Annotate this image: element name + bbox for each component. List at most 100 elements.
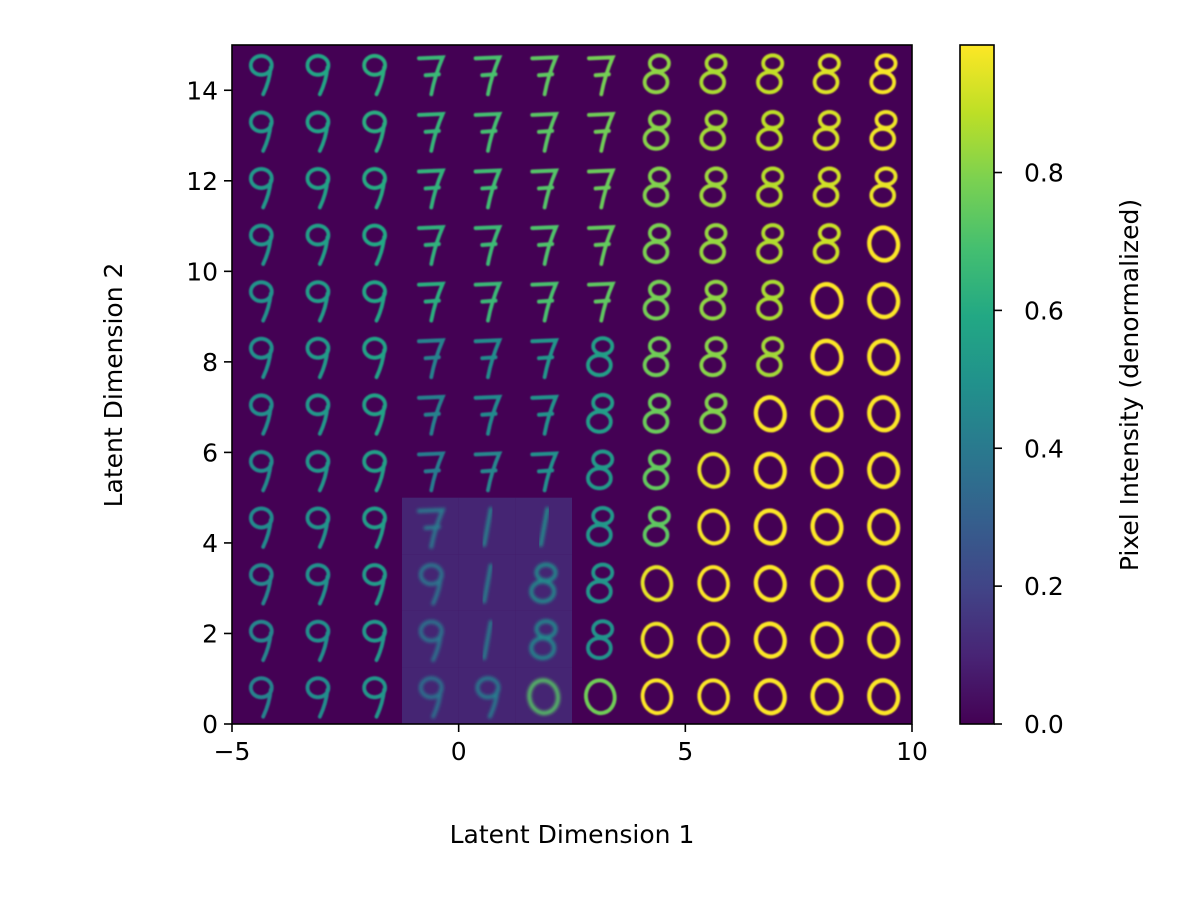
plot-frame: [231, 44, 913, 725]
digit-cell: [305, 280, 331, 323]
x-axis-ticks: −5 0 5 10: [214, 724, 928, 766]
digit-cell: [362, 563, 387, 606]
digit-cell: [530, 338, 560, 380]
digit-cell: [530, 394, 560, 436]
digit-cell: [305, 336, 331, 380]
digit-cell: [640, 565, 674, 602]
digit-cell: [642, 166, 671, 208]
digit-cell: [473, 394, 503, 436]
digit-cell: [458, 554, 516, 611]
x-tick-label: 0: [451, 737, 467, 766]
digit-cell: [402, 497, 459, 555]
digit-cell: [753, 564, 787, 603]
digit-cell: [642, 392, 671, 434]
digit-cell: [697, 565, 730, 602]
digit-cell: [697, 508, 730, 546]
digit-cell: [473, 111, 503, 153]
digit-cell: [362, 676, 387, 719]
y-tick-label: 10: [186, 257, 218, 286]
digit-cell: [515, 554, 572, 611]
digit-cell: [248, 167, 274, 210]
digit-cell: [867, 678, 901, 716]
digit-cell: [756, 109, 785, 151]
digit-cell: [458, 497, 516, 555]
digit-cell: [305, 167, 331, 210]
digit-cell: [362, 619, 387, 663]
colorbar-ticks: 0.0 0.2 0.4 0.6 0.8: [994, 159, 1064, 739]
digit-cell: [697, 452, 730, 489]
digit-cell: [417, 451, 446, 493]
digit-cell: [417, 168, 446, 210]
colorbar-frame: [959, 44, 995, 725]
digit-cell: [417, 55, 446, 97]
digit-cell: [867, 395, 901, 433]
digit-cell: [515, 497, 572, 555]
digit-cell: [402, 667, 459, 724]
x-axis-label: Latent Dimension 1: [450, 820, 695, 849]
digit-cell: [697, 678, 730, 716]
digit-cell: [756, 279, 785, 321]
digit-cell: [530, 281, 560, 323]
digit-cell: [248, 393, 274, 436]
colorbar-gradient: [960, 45, 994, 724]
digit-cell: [248, 336, 274, 380]
digit-cell: [867, 621, 901, 659]
digit-cell: [756, 223, 785, 264]
digit-cell: [586, 562, 615, 604]
digit-cell: [867, 508, 901, 546]
y-tick-label: 12: [186, 167, 218, 196]
digit-cell: [699, 166, 728, 208]
digit-cell: [417, 224, 446, 266]
digit-cell: [810, 395, 844, 433]
colorbar-tick-label: 0.4: [1024, 434, 1064, 463]
digit-cell: [530, 55, 560, 97]
y-tick-label: 4: [202, 529, 218, 558]
digit-cell: [699, 223, 728, 264]
digit-cell: [362, 393, 387, 436]
digit-cell: [812, 109, 841, 151]
digit-cell: [810, 282, 844, 320]
digit-cell: [867, 282, 901, 320]
digit-cell: [515, 610, 572, 668]
digit-cell: [869, 166, 898, 208]
digit-cell: [699, 109, 728, 151]
digit-cell: [248, 449, 274, 493]
digit-cell: [587, 281, 616, 323]
digit-cell: [810, 508, 844, 546]
digit-cell: [586, 392, 615, 434]
digit-cell: [362, 223, 387, 266]
digit-cell: [248, 53, 274, 97]
digit-cell: [586, 619, 615, 661]
digit-cell: [699, 392, 728, 434]
digit-cell: [756, 53, 785, 95]
digit-cell: [587, 55, 616, 97]
digit-cell: [362, 506, 387, 549]
digit-cell: [305, 449, 331, 493]
digit-cell: [305, 53, 331, 97]
colorbar-label: Pixel Intensity (denormalized): [1115, 199, 1144, 571]
y-axis-ticks: 0 2 4 6 8 10 12 14: [186, 76, 232, 739]
digit-cell: [756, 336, 785, 378]
x-tick-label: 10: [896, 737, 928, 766]
digit-cell: [248, 110, 274, 153]
digit-cell: [810, 621, 844, 659]
digit-cell: [753, 621, 787, 659]
digit-cell: [869, 109, 898, 151]
digit-cell: [417, 338, 446, 380]
digit-cell: [248, 619, 274, 663]
digit-cell: [362, 336, 387, 380]
decoded-digit-grid: [248, 53, 901, 724]
colorbar: 0.0 0.2 0.4 0.6 0.8 Pixel Intensity (denorma…: [959, 44, 1144, 739]
y-tick-label: 6: [202, 438, 218, 467]
digit-cell: [362, 449, 387, 493]
digit-cell: [699, 279, 728, 321]
digit-cell: [530, 224, 560, 266]
digit-cell: [697, 621, 730, 659]
digit-cell: [362, 167, 387, 210]
x-tick-label: −5: [214, 737, 251, 766]
y-tick-label: 2: [202, 619, 218, 648]
digit-cell: [810, 451, 844, 489]
y-tick-label: 8: [202, 348, 218, 377]
digit-cell: [587, 168, 616, 210]
